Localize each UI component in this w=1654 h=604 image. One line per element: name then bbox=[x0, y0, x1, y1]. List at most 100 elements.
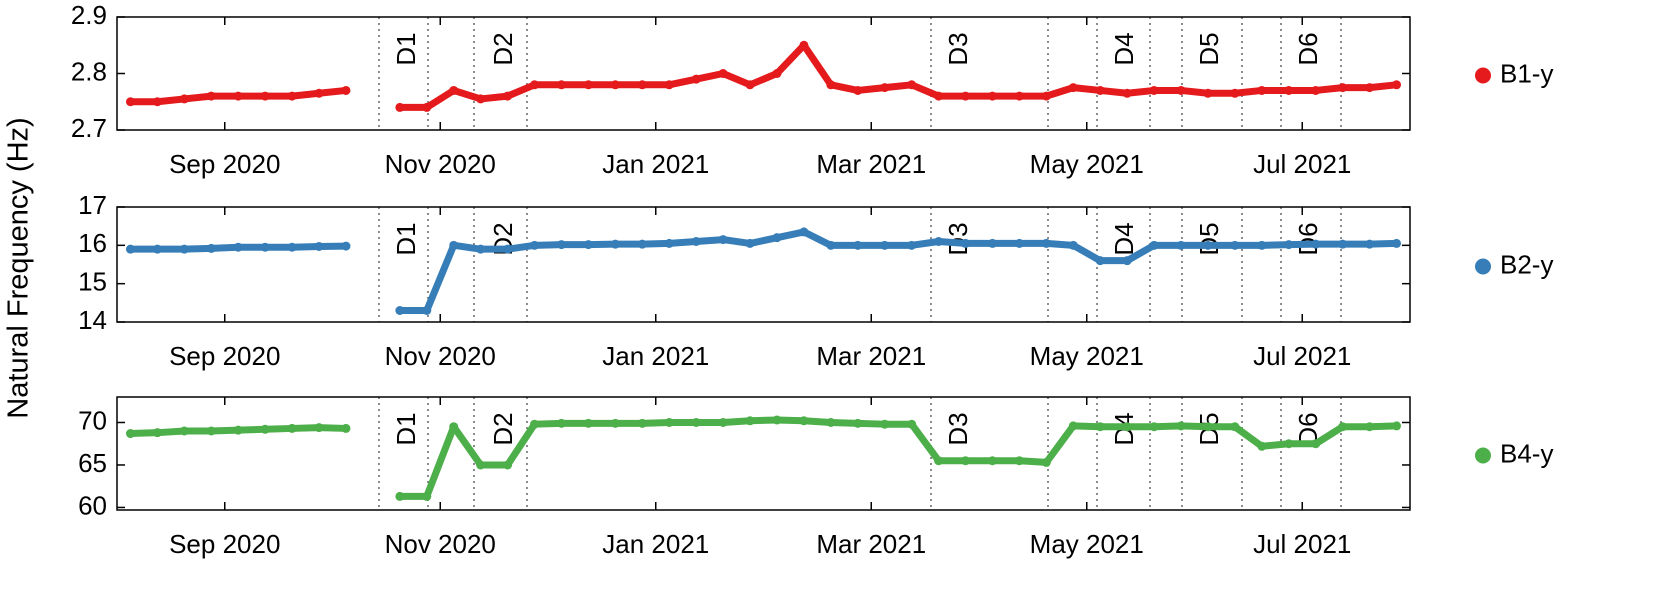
point bbox=[637, 418, 647, 428]
event-label: D5 bbox=[1194, 32, 1224, 65]
plot-frame bbox=[116, 396, 1411, 511]
point bbox=[1365, 83, 1375, 93]
point bbox=[934, 91, 944, 101]
y-tick-label: 16 bbox=[78, 228, 107, 258]
point bbox=[880, 240, 890, 250]
point bbox=[1176, 85, 1186, 95]
point bbox=[1203, 240, 1213, 250]
point bbox=[422, 491, 432, 501]
event-label: D3 bbox=[943, 412, 973, 445]
point bbox=[853, 85, 863, 95]
event-label: D2 bbox=[488, 32, 518, 65]
point bbox=[826, 240, 836, 250]
x-tick-label: Mar 2021 bbox=[816, 341, 926, 371]
point bbox=[1230, 240, 1240, 250]
point bbox=[449, 240, 459, 250]
x-tick-label: Jul 2021 bbox=[1253, 341, 1351, 371]
x-tick-label: Jul 2021 bbox=[1253, 529, 1351, 559]
point bbox=[1095, 422, 1105, 432]
point bbox=[556, 80, 566, 90]
point bbox=[1014, 456, 1024, 466]
legend-label: B4-y bbox=[1500, 438, 1553, 468]
point bbox=[314, 241, 324, 251]
point bbox=[179, 94, 189, 104]
series-line bbox=[396, 416, 1401, 500]
y-tick-label: 2.9 bbox=[71, 0, 107, 30]
point bbox=[1068, 240, 1078, 250]
point bbox=[152, 97, 162, 107]
point bbox=[1095, 256, 1105, 266]
point bbox=[422, 306, 432, 315]
point bbox=[637, 80, 647, 90]
point bbox=[1203, 88, 1213, 98]
plot-frame bbox=[116, 206, 1411, 323]
x-tick-label: Jan 2021 bbox=[602, 341, 709, 371]
point bbox=[1392, 421, 1402, 431]
point bbox=[610, 80, 620, 90]
point bbox=[907, 80, 917, 90]
point bbox=[853, 240, 863, 250]
point bbox=[1203, 422, 1213, 432]
x-tick-label: Nov 2020 bbox=[385, 341, 496, 371]
point bbox=[530, 419, 540, 429]
point bbox=[1365, 422, 1375, 432]
point bbox=[341, 241, 351, 251]
point bbox=[287, 242, 297, 252]
point bbox=[1365, 239, 1375, 249]
legend-label: B1-y bbox=[1500, 58, 1553, 88]
point bbox=[1122, 88, 1132, 98]
point bbox=[664, 238, 674, 248]
point bbox=[718, 235, 728, 245]
point bbox=[449, 85, 459, 95]
y-tick-label: 17 bbox=[78, 190, 107, 220]
point bbox=[664, 80, 674, 90]
event-label: D6 bbox=[1293, 32, 1323, 65]
x-tick-label: Mar 2021 bbox=[816, 149, 926, 179]
y-axis-label: Natural Frequency (Hz) bbox=[3, 117, 35, 418]
event-label: D1 bbox=[391, 412, 421, 445]
point bbox=[233, 242, 243, 252]
point bbox=[503, 460, 513, 470]
point bbox=[1041, 457, 1051, 467]
y-tick-label: 70 bbox=[78, 405, 107, 435]
point bbox=[961, 91, 971, 101]
legend-marker bbox=[1475, 258, 1491, 275]
point bbox=[1311, 439, 1321, 449]
point bbox=[1095, 85, 1105, 95]
point bbox=[503, 91, 513, 101]
x-tick-label: Jan 2021 bbox=[602, 149, 709, 179]
legend-label: B2-y bbox=[1500, 249, 1553, 279]
point bbox=[1176, 240, 1186, 250]
point bbox=[152, 244, 162, 254]
point bbox=[826, 417, 836, 427]
point bbox=[799, 40, 809, 50]
point bbox=[125, 97, 135, 107]
point bbox=[1338, 239, 1348, 249]
event-label: D2 bbox=[488, 412, 518, 445]
point bbox=[233, 91, 243, 101]
point bbox=[664, 417, 674, 427]
point bbox=[1014, 91, 1024, 101]
point bbox=[907, 240, 917, 250]
series-line bbox=[396, 228, 1401, 314]
point bbox=[799, 416, 809, 426]
point bbox=[826, 80, 836, 90]
point bbox=[206, 426, 216, 436]
x-tick-label: Jul 2021 bbox=[1253, 149, 1351, 179]
y-tick-label: 2.8 bbox=[71, 56, 107, 86]
y-tick-label: 65 bbox=[78, 448, 107, 478]
event-label: D4 bbox=[1109, 222, 1139, 255]
point bbox=[179, 244, 189, 254]
event-label: D1 bbox=[391, 222, 421, 255]
point bbox=[961, 238, 971, 248]
y-tick-label: 14 bbox=[78, 305, 107, 335]
y-tick-label: 2.7 bbox=[71, 113, 107, 143]
point bbox=[1230, 88, 1240, 98]
point bbox=[233, 425, 243, 435]
point bbox=[907, 419, 917, 429]
point bbox=[395, 102, 405, 112]
point bbox=[476, 460, 486, 470]
point bbox=[1176, 421, 1186, 431]
point bbox=[556, 240, 566, 250]
x-tick-label: May 2021 bbox=[1030, 149, 1144, 179]
